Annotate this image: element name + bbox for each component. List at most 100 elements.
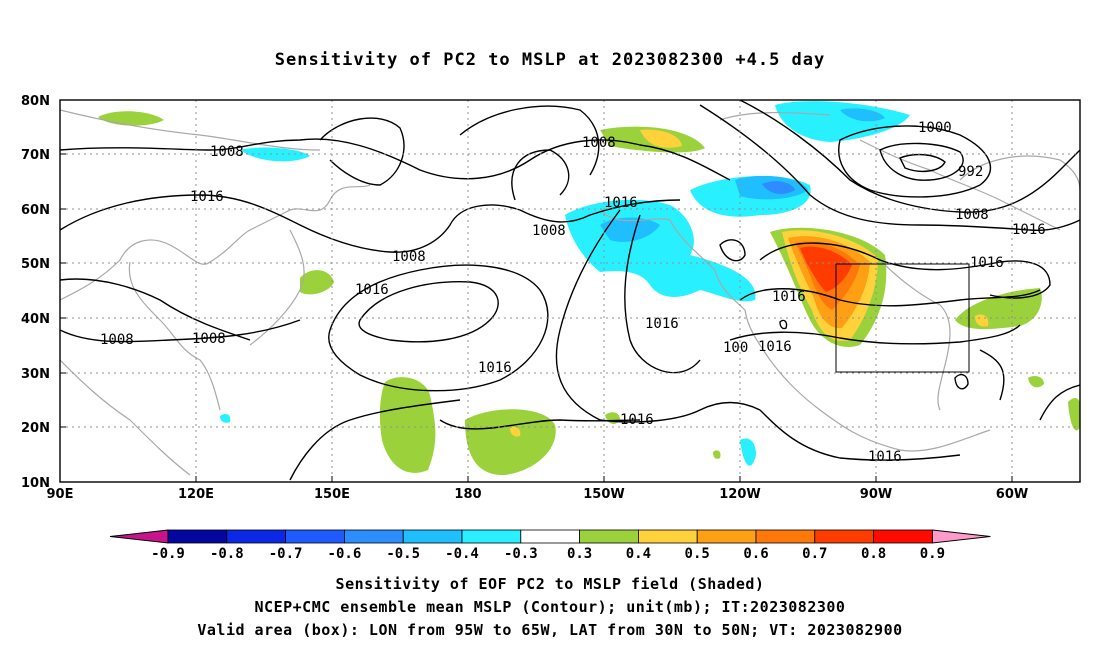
shaded-sensitivity-field — [98, 101, 1080, 476]
lat-tick-label: 40N — [21, 312, 50, 327]
coastline — [599, 209, 991, 452]
colorbar-segment — [343, 529, 404, 544]
coastline — [60, 184, 371, 301]
contour-line — [739, 100, 1080, 213]
coastline — [60, 359, 191, 476]
caption-contour: NCEP+CMC ensemble mean MSLP (Contour); u… — [254, 598, 846, 616]
caption-valid-area: Valid area (box): LON from 95W to 65W, L… — [197, 621, 903, 639]
colorbar-segment — [579, 529, 639, 544]
contour-line — [289, 399, 461, 481]
shade-patch — [600, 217, 660, 242]
contour-line — [60, 194, 681, 253]
contour-label: 1016 — [868, 449, 902, 465]
coastline — [959, 155, 1080, 191]
colorbar-label: 0.8 — [861, 546, 886, 562]
contour-line — [328, 264, 549, 392]
coastline — [249, 229, 305, 346]
contour-label: 1008 — [532, 223, 566, 239]
contour-label: 1008 — [582, 135, 616, 151]
contour-label: 1000 — [918, 120, 952, 136]
colorbar-segment — [167, 529, 228, 544]
lat-tick-label: 30N — [21, 367, 50, 382]
lat-tick-label: 70N — [21, 148, 50, 163]
colorbar: -0.9 -0.8 -0.7 -0.6 -0.5 -0.4 -0.3 0.3 0.4 0.5 0.6… — [109, 529, 991, 562]
colorbar-label: -0.8 — [210, 546, 244, 562]
contour-label: 1008 — [100, 332, 134, 348]
contour-label: 1016 — [645, 316, 679, 332]
coastline — [859, 139, 1061, 231]
lat-tick-label: 80N — [21, 94, 50, 109]
shade-patch — [975, 314, 989, 327]
lon-tick-label: 90E — [47, 487, 74, 502]
coastline — [60, 109, 321, 151]
colorbar-segment — [638, 529, 698, 544]
shade-patch — [800, 246, 852, 292]
colorbar-segment — [285, 529, 345, 544]
caption-shaded: Sensitivity of EOF PC2 to MSLP field (Sh… — [335, 575, 765, 593]
contour-line — [759, 409, 961, 461]
contour-label: 1016 — [1012, 222, 1046, 238]
colorbar-segment — [814, 529, 874, 544]
contour-label: 1016 — [970, 255, 1004, 271]
contour-label: 1016 — [190, 189, 224, 205]
contour-line — [459, 105, 600, 176]
contour-label: 1016 — [478, 360, 512, 376]
contour-label: 1008 — [192, 331, 226, 347]
shade-patch — [379, 377, 436, 473]
colorbar-label: -0.6 — [328, 546, 362, 562]
contour-label: 1016 — [604, 195, 638, 211]
contour-line — [511, 149, 570, 201]
coastlines — [60, 109, 1080, 476]
lon-tick-label: 60W — [996, 487, 1028, 502]
lat-tick-label: 20N — [21, 421, 50, 436]
contour-line — [555, 209, 761, 423]
contour-line — [358, 281, 499, 343]
colorbar-segment — [755, 529, 816, 544]
axis-ticks — [60, 99, 1013, 482]
contour-line — [699, 104, 1080, 232]
colorbar-segment — [520, 529, 580, 544]
lon-tick-label: 90W — [860, 487, 892, 502]
lon-tick-label: 120E — [178, 487, 214, 502]
shade-patch — [1068, 398, 1080, 431]
colorbar-segment — [461, 529, 522, 544]
contour-line — [779, 319, 788, 330]
shade-patch — [762, 181, 795, 194]
coastline — [719, 111, 831, 121]
colorbar-label: -0.3 — [504, 546, 538, 562]
contour-label: 992 — [958, 164, 983, 180]
colorbar-label: 0.4 — [626, 546, 651, 562]
contour-label: 1016 — [758, 339, 792, 355]
contour-line — [838, 125, 992, 198]
colorbar-label: -0.5 — [386, 546, 420, 562]
colorbar-label: 0.6 — [743, 546, 768, 562]
colorbar-segment — [226, 529, 287, 544]
colorbar-label: -0.7 — [269, 546, 303, 562]
contour-line — [759, 242, 1051, 299]
colorbar-low-end — [109, 529, 169, 544]
contour-label: 1016 — [772, 289, 806, 305]
lon-tick-label: 150W — [583, 487, 624, 502]
lat-tick-label: 60N — [21, 203, 50, 218]
colorbar-segment — [873, 529, 933, 544]
contour-line — [899, 153, 946, 173]
shade-patch — [465, 409, 556, 476]
contour-line — [954, 373, 969, 390]
shade-patch — [740, 438, 756, 466]
graticule — [60, 100, 1080, 482]
contour-label: 1016 — [620, 412, 654, 428]
contour-line — [60, 138, 731, 181]
plot-frame — [59, 99, 1081, 483]
lon-tick-label: 120W — [719, 487, 760, 502]
shade-patch — [240, 147, 310, 162]
contour-line — [439, 419, 641, 430]
contour-label: 1016 — [355, 282, 389, 298]
contour-label: 1008 — [392, 249, 426, 265]
colorbar-label: 0.7 — [802, 546, 827, 562]
shade-patch — [300, 270, 334, 295]
coastline — [879, 259, 951, 411]
colorbar-label: -0.4 — [445, 546, 479, 562]
contour-line — [60, 278, 251, 341]
contour-line — [739, 288, 1041, 307]
